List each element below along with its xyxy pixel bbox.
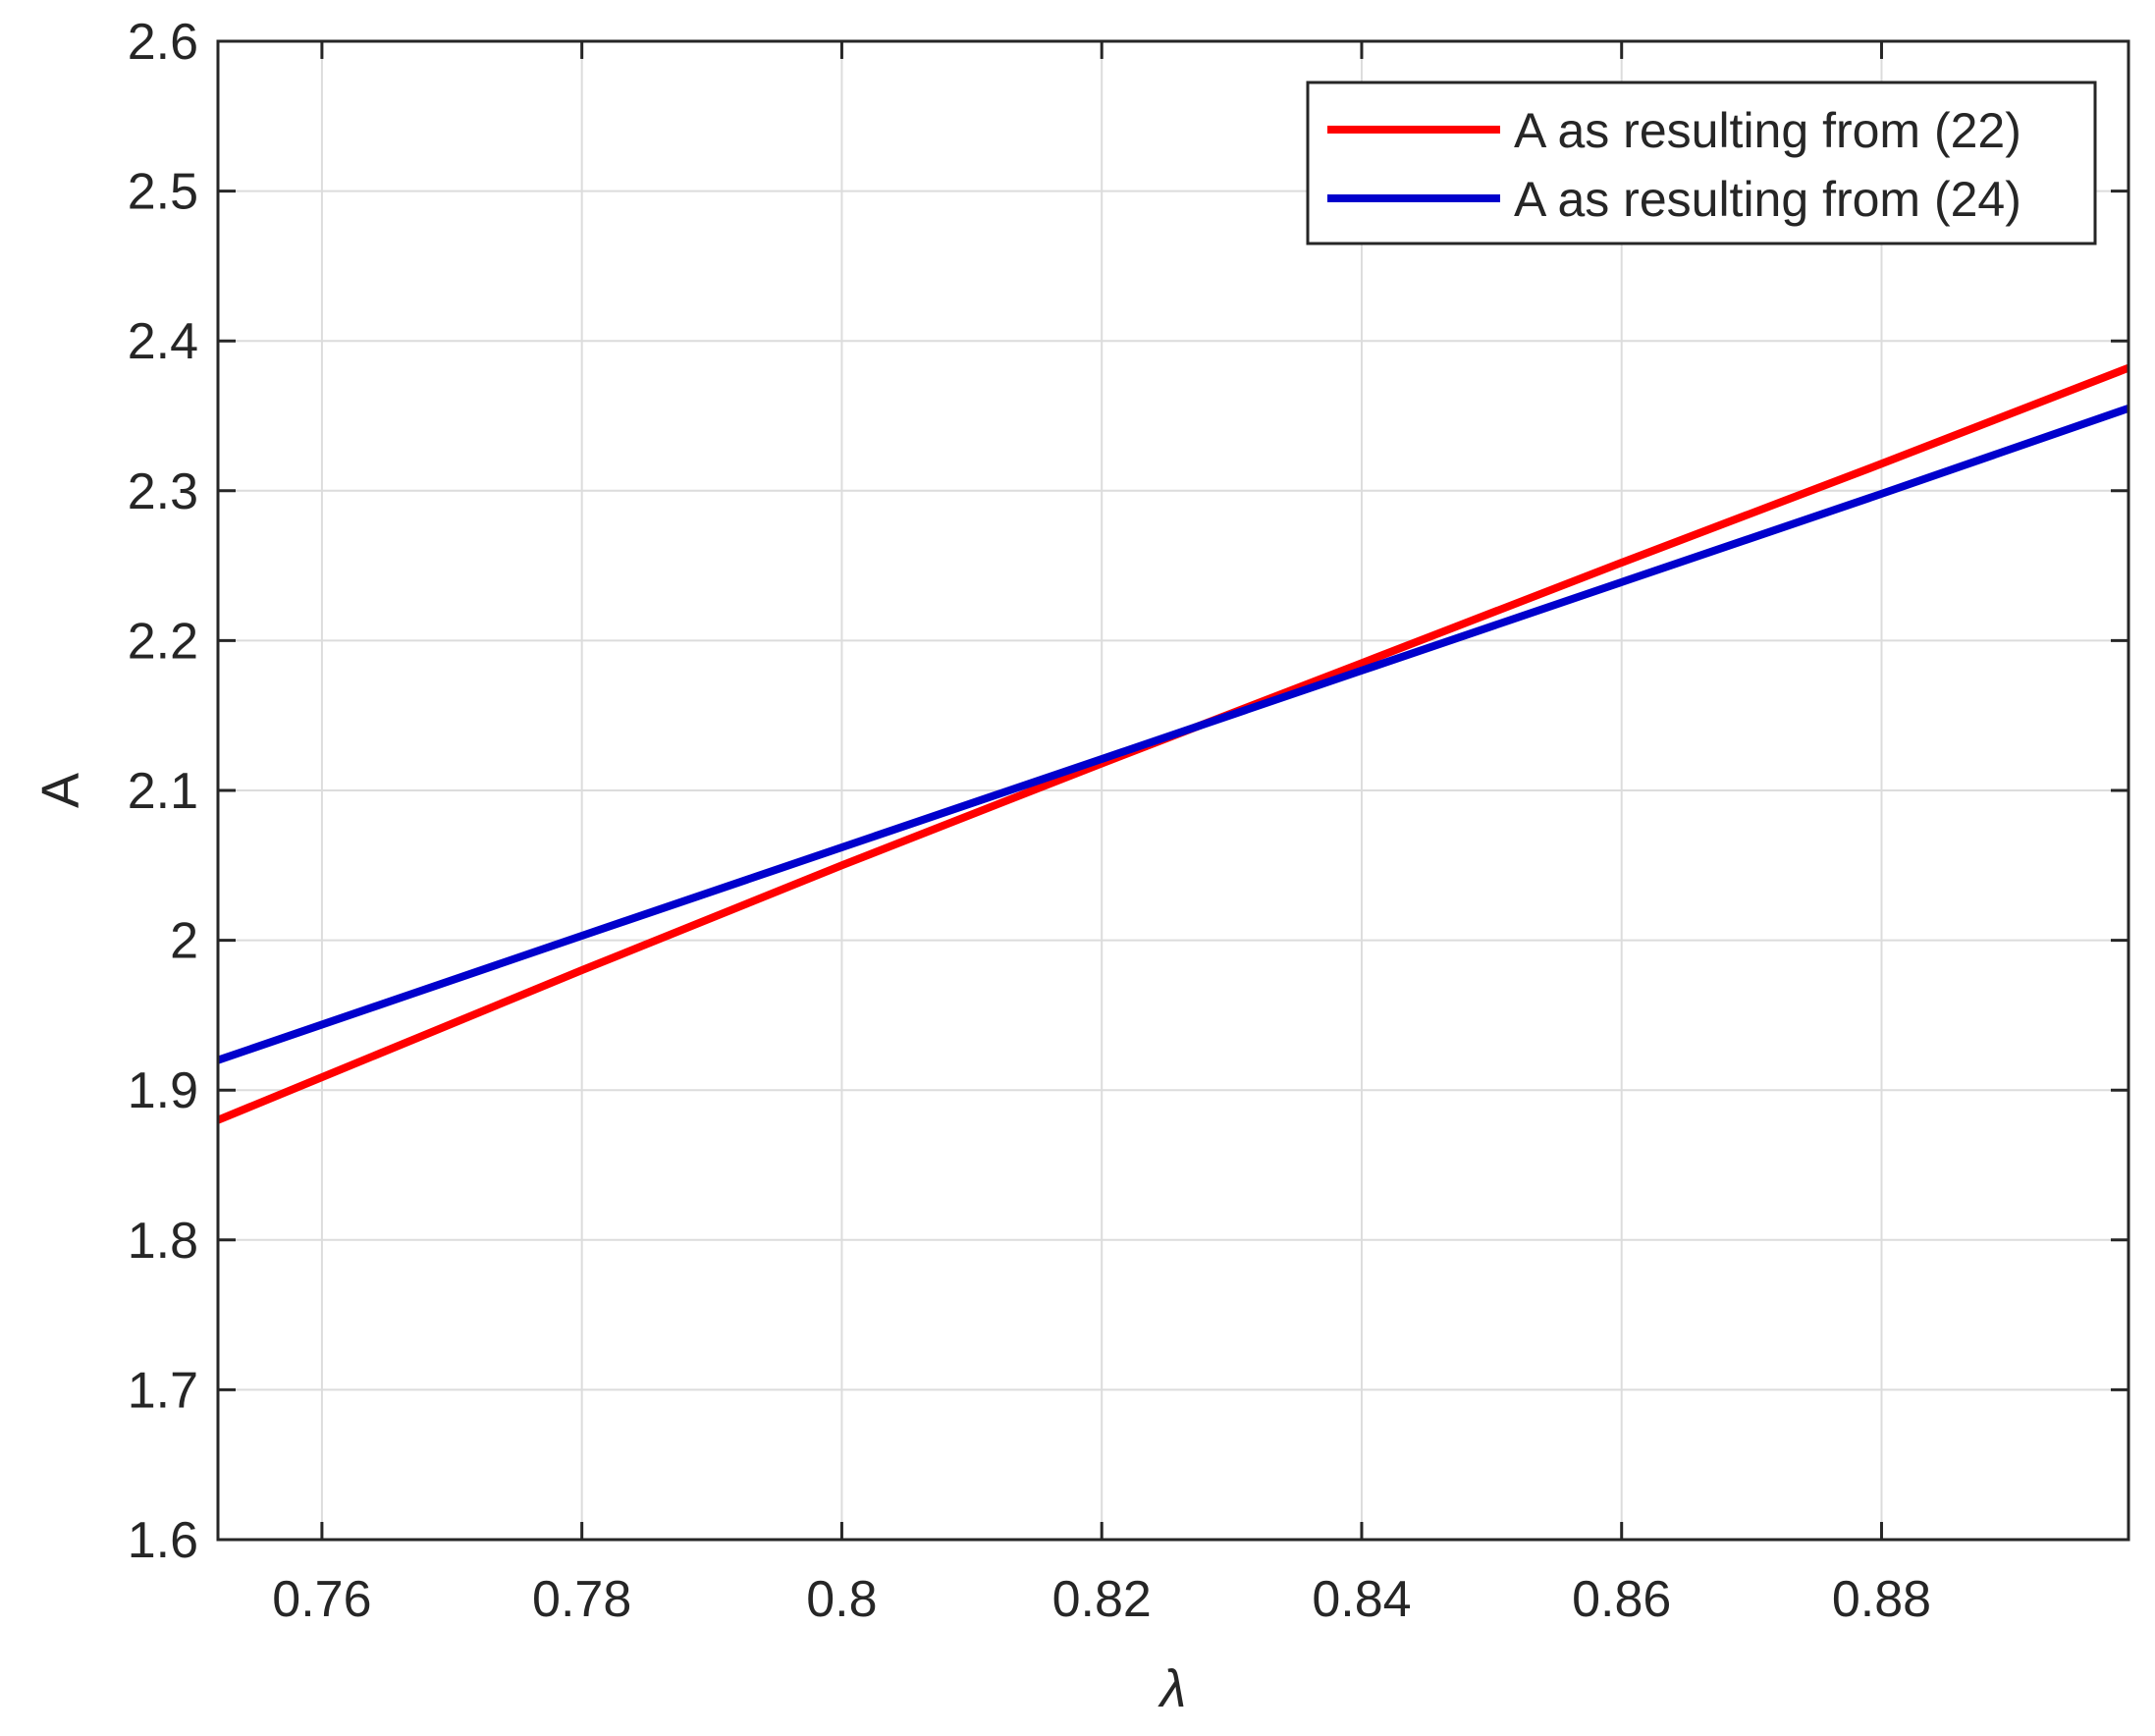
series-lines (216, 363, 2130, 1124)
x-tick-label: 0.78 (532, 1571, 631, 1628)
y-tick-label: 2.2 (128, 613, 198, 670)
x-tick-label: 0.82 (1052, 1571, 1152, 1628)
grid-lines (218, 40, 2128, 1541)
y-tick-label: 2.1 (128, 763, 198, 820)
x-tick-label: 0.88 (1832, 1571, 1931, 1628)
y-tick-label: 1.9 (128, 1062, 198, 1119)
y-tick-label: 2.3 (128, 463, 198, 520)
y-tick-label: 1.8 (128, 1213, 198, 1270)
legend-label-series-24: A as resulting from (24) (1514, 172, 2021, 227)
series-line-22 (216, 363, 2130, 1124)
y-tick-label: 1.6 (128, 1512, 198, 1569)
legend: A as resulting from (22) A as resulting … (1306, 81, 2097, 245)
x-tick-label: 0.84 (1312, 1571, 1411, 1628)
axis-ticks (218, 39, 2128, 1542)
x-tick-label: 0.76 (272, 1571, 371, 1628)
y-axis-label: A (31, 773, 90, 808)
y-tick-label: 2 (170, 913, 198, 970)
x-axis-label: λ (1158, 1659, 1187, 1718)
y-axis-tick-labels: 1.6 1.7 1.8 1.9 2 2.1 2.2 2.3 2.4 2.5 2.6 (128, 14, 198, 1569)
x-tick-label: 0.86 (1572, 1571, 1671, 1628)
y-tick-label: 2.4 (128, 313, 198, 370)
y-tick-label: 2.5 (128, 164, 198, 221)
x-tick-label: 0.8 (806, 1571, 877, 1628)
legend-box (1306, 81, 2097, 245)
y-tick-label: 2.6 (128, 14, 198, 71)
y-tick-label: 1.7 (128, 1362, 198, 1419)
legend-label-series-22: A as resulting from (22) (1514, 103, 2021, 158)
series-line-24 (216, 405, 2130, 1064)
x-axis-tick-labels: 0.76 0.78 0.8 0.82 0.84 0.86 0.88 (272, 1571, 1931, 1628)
